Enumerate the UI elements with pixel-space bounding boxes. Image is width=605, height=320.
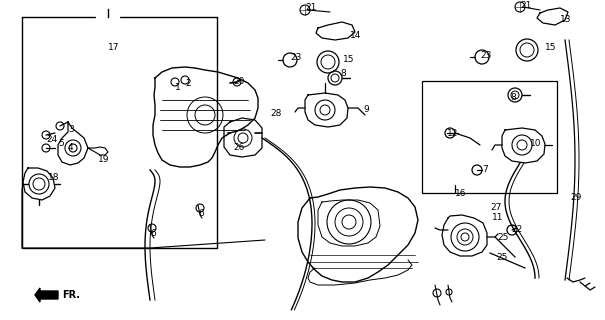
- Text: 7: 7: [482, 165, 488, 174]
- Text: 8: 8: [510, 92, 515, 101]
- Text: 29: 29: [570, 194, 581, 203]
- Text: 24: 24: [46, 135, 57, 145]
- Text: 15: 15: [545, 44, 557, 52]
- Text: 11: 11: [492, 213, 503, 222]
- Text: 25: 25: [496, 253, 508, 262]
- Text: 28: 28: [270, 108, 281, 117]
- Text: 14: 14: [350, 30, 361, 39]
- Text: 15: 15: [343, 55, 355, 65]
- Polygon shape: [35, 288, 58, 302]
- Text: 13: 13: [560, 15, 572, 25]
- Text: 3: 3: [68, 125, 74, 134]
- Text: 19: 19: [98, 156, 110, 164]
- Text: 27: 27: [490, 204, 502, 212]
- Text: 1: 1: [175, 84, 181, 92]
- Text: 6: 6: [150, 228, 155, 237]
- Text: 10: 10: [530, 139, 541, 148]
- Text: 4: 4: [68, 143, 74, 153]
- Text: FR.: FR.: [62, 290, 80, 300]
- Text: 25: 25: [497, 234, 508, 243]
- Text: 8: 8: [340, 68, 345, 77]
- Text: 12: 12: [447, 129, 459, 138]
- Text: 23: 23: [290, 53, 301, 62]
- Text: 21: 21: [305, 4, 316, 12]
- Bar: [422, 81, 557, 193]
- Text: 2: 2: [185, 78, 191, 87]
- Text: 22: 22: [511, 226, 522, 235]
- Text: 9: 9: [363, 106, 369, 115]
- Text: 20: 20: [233, 77, 244, 86]
- Text: 23: 23: [480, 51, 491, 60]
- Text: 17: 17: [108, 43, 120, 52]
- Text: 16: 16: [455, 188, 466, 197]
- Text: 21: 21: [520, 1, 531, 10]
- Text: 6: 6: [198, 209, 204, 218]
- Text: 18: 18: [48, 173, 59, 182]
- Text: 26: 26: [233, 142, 244, 151]
- Text: 5: 5: [58, 139, 64, 148]
